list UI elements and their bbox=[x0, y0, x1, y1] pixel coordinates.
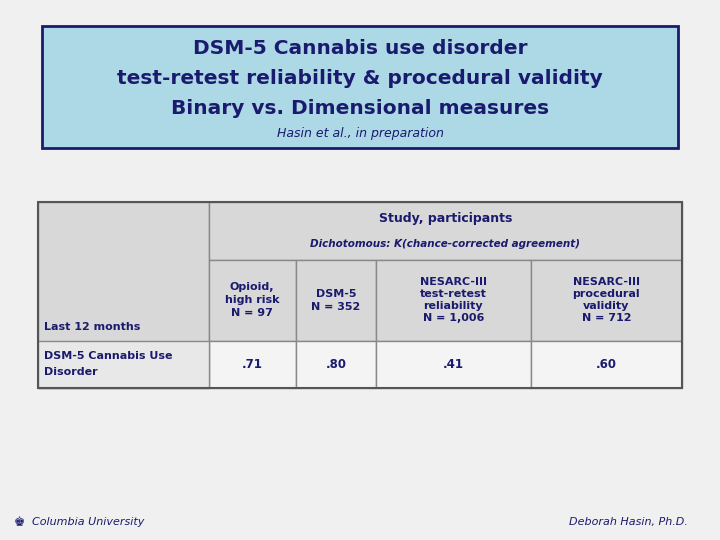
Bar bbox=[209, 202, 682, 260]
Bar bbox=[38, 202, 209, 388]
Text: procedural: procedural bbox=[572, 289, 640, 299]
Text: Hasin et al., in preparation: Hasin et al., in preparation bbox=[276, 126, 444, 139]
Text: test-retest: test-retest bbox=[420, 289, 487, 299]
Text: NESARC-III: NESARC-III bbox=[573, 278, 640, 287]
Text: Deborah Hasin, Ph.D.: Deborah Hasin, Ph.D. bbox=[569, 517, 688, 527]
Bar bbox=[209, 260, 296, 341]
Text: reliability: reliability bbox=[423, 301, 483, 312]
Bar bbox=[42, 26, 678, 148]
Text: DSM-5 Cannabis use disorder: DSM-5 Cannabis use disorder bbox=[193, 38, 527, 57]
Bar bbox=[209, 341, 296, 388]
Text: Study, participants: Study, participants bbox=[379, 212, 512, 225]
Text: N = 1,006: N = 1,006 bbox=[423, 313, 484, 323]
Text: ♚: ♚ bbox=[14, 516, 25, 529]
Text: Binary vs. Dimensional measures: Binary vs. Dimensional measures bbox=[171, 98, 549, 118]
Text: N = 97: N = 97 bbox=[231, 308, 273, 319]
Bar bbox=[376, 260, 531, 341]
Bar bbox=[531, 341, 682, 388]
Text: N = 352: N = 352 bbox=[311, 302, 361, 312]
Text: validity: validity bbox=[583, 301, 629, 312]
Text: high risk: high risk bbox=[225, 295, 279, 306]
Bar bbox=[38, 202, 682, 388]
Text: .80: .80 bbox=[325, 358, 346, 371]
Text: NESARC-III: NESARC-III bbox=[420, 278, 487, 287]
Text: Columbia University: Columbia University bbox=[32, 517, 145, 527]
Text: .41: .41 bbox=[443, 358, 464, 371]
Text: .60: .60 bbox=[596, 358, 617, 371]
Bar bbox=[296, 341, 376, 388]
Text: N = 712: N = 712 bbox=[582, 313, 631, 323]
Bar bbox=[376, 341, 531, 388]
Text: DSM-5: DSM-5 bbox=[315, 289, 356, 299]
Text: test-retest reliability & procedural validity: test-retest reliability & procedural val… bbox=[117, 69, 603, 87]
Bar bbox=[531, 260, 682, 341]
Text: .71: .71 bbox=[242, 358, 263, 371]
Bar bbox=[296, 260, 376, 341]
Text: Disorder: Disorder bbox=[44, 367, 98, 377]
Text: Dichotomous: Κ̇(chance-corrected agreement): Dichotomous: Κ̇(chance-corrected agreeme… bbox=[310, 239, 580, 249]
Text: Last 12 months: Last 12 months bbox=[44, 321, 140, 332]
Bar bbox=[38, 341, 209, 388]
Text: Opioid,: Opioid, bbox=[230, 282, 274, 292]
Text: DSM-5 Cannabis Use: DSM-5 Cannabis Use bbox=[44, 352, 173, 361]
